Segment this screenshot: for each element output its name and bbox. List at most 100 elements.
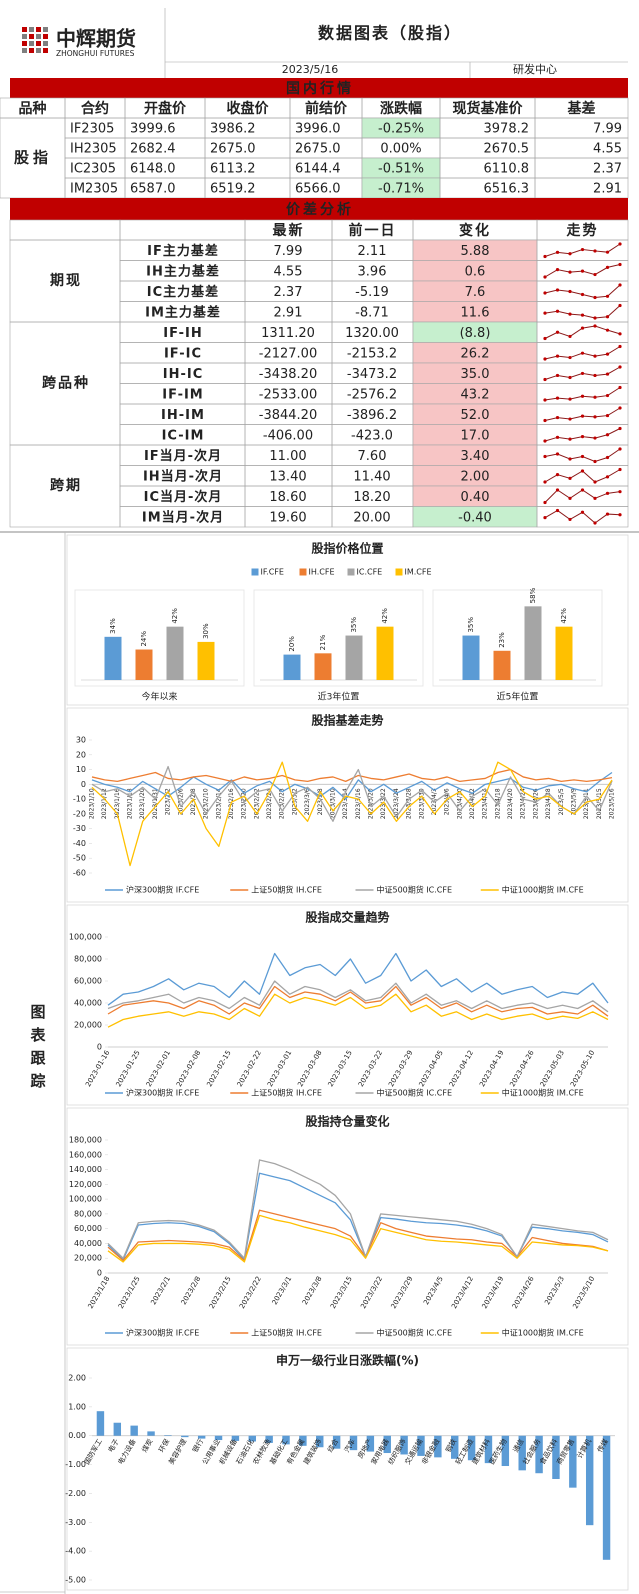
- x-tick-label: 2023/2/14: [215, 788, 222, 819]
- data-label: 20%: [288, 636, 296, 652]
- y-tick-label: 100,000: [69, 1195, 102, 1204]
- bar: [518, 1435, 526, 1471]
- legend-label: 中证1000期货 IM.CFE: [502, 1088, 584, 1098]
- sparkline-point: [580, 510, 585, 514]
- row-name: IM当月-次月: [142, 509, 224, 525]
- x-tick-label: 2023/3/28: [406, 788, 413, 819]
- data-label: 42%: [171, 608, 179, 624]
- row-name: IF-IH: [163, 326, 202, 341]
- sparkline-point: [618, 242, 622, 246]
- bar: [569, 1435, 577, 1488]
- bar: [104, 636, 122, 680]
- table-cell: [536, 403, 629, 425]
- department: 研发中心: [513, 62, 557, 76]
- previous-value: 7.60: [358, 449, 387, 464]
- x-tick-label: 2023/4/24: [520, 788, 527, 819]
- bar: [366, 1435, 375, 1452]
- change-value: (8.8): [460, 326, 491, 341]
- table-value: 6113.2: [210, 162, 256, 177]
- sparkline-point: [555, 309, 560, 313]
- legend-label: 中证1000期货 IM.CFE: [502, 1328, 584, 1338]
- logo-icon: [36, 48, 41, 53]
- table-value: IC2305: [70, 162, 116, 177]
- sparkline-point: [555, 488, 560, 492]
- latest-value: 2.37: [274, 285, 303, 300]
- sparkline-point: [593, 295, 597, 300]
- series-line: [107, 1214, 609, 1263]
- latest-value: 1311.20: [261, 326, 315, 341]
- sparkline-point: [618, 447, 622, 451]
- bar: [181, 1435, 189, 1438]
- latest-value: -2127.00: [259, 346, 317, 361]
- table-value: 3978.2: [484, 122, 530, 137]
- x-tick-label: 2023/4/14: [482, 788, 489, 819]
- sparkline-point: [618, 365, 622, 369]
- panel: [432, 589, 603, 687]
- bar: [451, 1435, 459, 1459]
- data-label: 24%: [140, 631, 148, 647]
- column-header: 前一日: [349, 222, 397, 239]
- x-tick-label: 2023/2/10: [203, 788, 210, 819]
- sparkline-point: [605, 491, 610, 495]
- series-line: [91, 768, 613, 783]
- tracking-label: 图表跟踪: [29, 1004, 47, 1096]
- previous-value: -3896.2: [347, 408, 397, 423]
- sparkline-point: [543, 336, 547, 341]
- sparkline-point: [618, 332, 622, 336]
- legend-label: 沪深300期货 IF.CFE: [126, 1088, 199, 1098]
- sparkline-point: [618, 490, 622, 494]
- bar: [283, 654, 301, 680]
- table-cell: [119, 219, 246, 241]
- bar: [197, 641, 215, 680]
- legend-label: IC.CFE: [357, 568, 383, 577]
- sparkline-point: [568, 289, 572, 294]
- y-tick-label: 20,000: [74, 1021, 102, 1030]
- x-tick-label: 2023/3/20: [368, 788, 375, 819]
- table-value: 6110.8: [484, 162, 530, 177]
- series-line: [91, 765, 613, 822]
- bar: [535, 1435, 543, 1474]
- sparkline-point: [605, 413, 610, 418]
- latest-value: 13.40: [269, 469, 306, 484]
- latest-value: 11.00: [269, 449, 306, 464]
- legend-swatch: [395, 568, 403, 576]
- bar: [467, 1435, 476, 1461]
- bar: [345, 635, 363, 680]
- sparkline-point: [593, 395, 597, 399]
- logo-icon: [29, 27, 34, 32]
- logo-icon: [36, 41, 41, 46]
- sparkline-point: [593, 324, 597, 328]
- data-label: 42%: [560, 608, 568, 624]
- row-name: IC当月-次月: [144, 489, 223, 505]
- bar: [96, 1411, 105, 1436]
- sparkline-point: [555, 354, 560, 358]
- column-header: 涨跌幅: [380, 100, 422, 117]
- y-tick-label: 180,000: [69, 1136, 102, 1145]
- bar: [376, 626, 394, 680]
- chart-title: 股指基差走势: [311, 713, 383, 728]
- table-value: 0.00%: [380, 142, 421, 157]
- table-value: -0.71%: [378, 182, 424, 197]
- previous-value: 18.20: [353, 490, 390, 505]
- change-value: 0.40: [461, 490, 490, 505]
- chart-frame: [66, 707, 629, 903]
- column-header: 品种: [19, 100, 47, 117]
- group-label: 跨期: [50, 478, 82, 494]
- logo-text: 中辉期货: [56, 27, 136, 51]
- y-tick-label: -50: [73, 854, 86, 863]
- row-name: IM主力基差: [145, 304, 221, 320]
- column-header: 基差: [568, 100, 596, 117]
- bar: [501, 1435, 510, 1467]
- change-value: 52.0: [461, 408, 490, 423]
- sparkline-point: [618, 283, 622, 287]
- sparkline-point: [593, 373, 597, 378]
- row-name: IC主力基差: [147, 284, 219, 300]
- latest-value: 4.55: [274, 264, 303, 279]
- series-line: [91, 761, 613, 867]
- previous-value: 20.00: [353, 510, 390, 525]
- y-tick-label: 20: [76, 750, 86, 759]
- series-line: [107, 980, 609, 1013]
- sparkline-point: [568, 312, 572, 316]
- x-tick-label: 2023/2/8: [190, 788, 197, 815]
- table-value: 6566.0: [295, 182, 341, 197]
